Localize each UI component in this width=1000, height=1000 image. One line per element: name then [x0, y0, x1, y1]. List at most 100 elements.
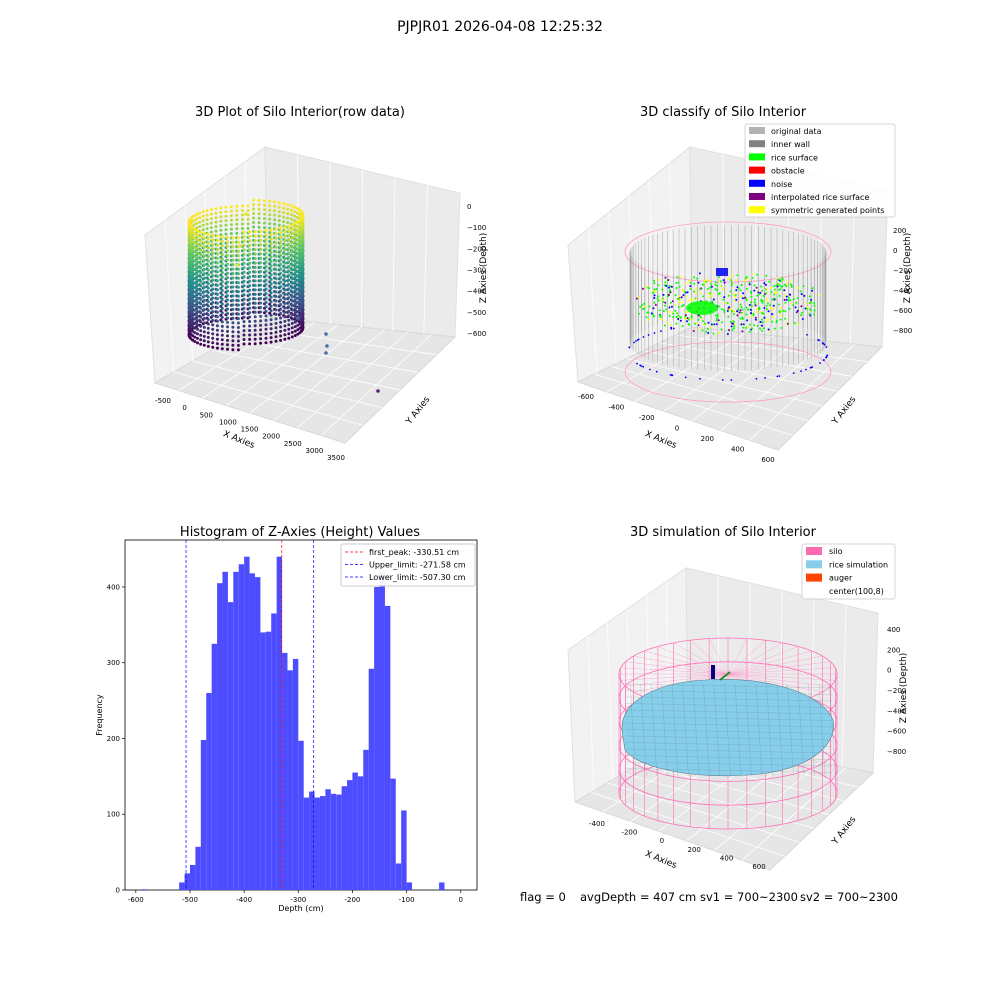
raw-point	[211, 233, 215, 237]
classified-point	[733, 300, 736, 302]
zlabel-classify: Z Axies (Depth)	[903, 233, 913, 304]
raw-point	[201, 210, 205, 214]
classified-point	[730, 279, 732, 282]
histogram-bar	[141, 889, 147, 890]
raw-point	[283, 324, 287, 328]
classified-point	[727, 294, 730, 297]
raw-point	[193, 254, 197, 258]
raw-point	[296, 319, 300, 323]
classified-point	[800, 293, 803, 296]
raw-point	[296, 332, 300, 336]
raw-point	[248, 266, 252, 270]
raw-point	[229, 205, 233, 209]
raw-point	[202, 325, 206, 329]
raw-point	[206, 255, 210, 259]
panel-histogram: Histogram of Z-Axies (Height) Values -60…	[95, 525, 478, 913]
noise-point	[760, 324, 763, 327]
legend-label: silo	[829, 547, 843, 556]
raw-point	[246, 222, 250, 226]
raw-point	[277, 205, 281, 209]
classified-point	[703, 281, 706, 284]
raw-point	[296, 296, 300, 300]
raw-point	[264, 309, 268, 313]
classified-point	[770, 306, 773, 309]
classified-point	[778, 311, 781, 314]
classified-point	[646, 285, 649, 288]
raw-point	[283, 225, 287, 229]
raw-point	[277, 201, 281, 205]
raw-point	[199, 244, 203, 248]
classified-point	[785, 298, 788, 301]
raw-point	[206, 282, 210, 286]
raw-point	[199, 275, 203, 279]
raw-point	[246, 217, 250, 221]
raw-point	[231, 254, 235, 258]
classified-point	[781, 277, 783, 280]
rice-mesh-line	[625, 716, 833, 721]
classified-point	[679, 297, 682, 300]
rice-mesh-line	[625, 690, 833, 695]
classified-point	[763, 316, 766, 319]
raw-point	[253, 230, 257, 234]
raw-point	[202, 299, 206, 302]
raw-point	[257, 207, 261, 211]
raw-point	[236, 236, 240, 240]
tick-label: −800	[887, 748, 906, 756]
histogram-bar	[298, 740, 304, 890]
raw-point	[193, 326, 197, 330]
raw-point	[289, 217, 293, 221]
raw-point	[269, 340, 273, 344]
raw-point	[220, 302, 224, 306]
classified-point	[694, 322, 696, 325]
raw-point	[224, 228, 228, 232]
histogram-bar	[206, 693, 212, 890]
tick-label: −800	[893, 327, 912, 335]
raw-point	[235, 222, 239, 226]
raw-point	[293, 284, 297, 288]
raw-point	[274, 304, 278, 307]
raw-point	[220, 248, 224, 252]
noise-point	[805, 368, 807, 371]
raw-point	[201, 219, 205, 223]
histogram-bar	[211, 643, 218, 890]
raw-point	[290, 223, 294, 227]
raw-point	[224, 214, 228, 218]
raw-point	[195, 221, 199, 225]
raw-point	[231, 348, 235, 352]
rice-mesh-line	[625, 729, 833, 734]
raw-point	[224, 223, 228, 227]
raw-point	[199, 279, 203, 283]
raw-point	[199, 320, 203, 324]
classified-point	[767, 328, 770, 331]
tick-label: 0	[675, 425, 679, 433]
classified-point	[765, 274, 768, 277]
gridline	[606, 329, 720, 393]
rice-surface	[621, 679, 834, 776]
raw-point	[279, 244, 283, 248]
classified-point	[785, 285, 788, 288]
classified-point	[802, 285, 805, 288]
histogram-bar	[233, 571, 239, 890]
classified-point	[767, 310, 770, 313]
tick-label: -200	[639, 414, 655, 422]
raw-point	[193, 272, 197, 276]
raw-point	[219, 219, 223, 223]
raw-point	[252, 203, 256, 207]
classified-point	[806, 306, 809, 309]
raw-point	[242, 261, 246, 265]
raw-point	[293, 320, 297, 324]
classified-point	[792, 298, 795, 301]
raw-point	[259, 328, 263, 332]
raw-point	[296, 278, 300, 282]
classified-point	[680, 316, 682, 319]
raw-point	[290, 268, 294, 272]
raw-point	[202, 339, 206, 343]
classified-point	[652, 292, 655, 295]
raw-point	[193, 308, 197, 312]
raw-point	[220, 320, 224, 324]
rice-mesh-line	[745, 683, 752, 777]
raw-point	[268, 199, 272, 203]
tick-label: −200	[893, 267, 912, 275]
raw-point	[211, 278, 215, 282]
noise-point	[755, 377, 758, 380]
